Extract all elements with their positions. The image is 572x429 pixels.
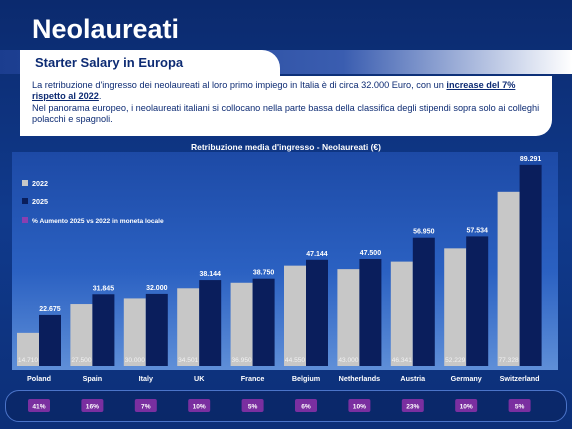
- intro-highlight: increase del 7% rispetto al 2022: [32, 80, 516, 102]
- tick-label-austria: Austria: [400, 374, 426, 383]
- bar-2025-uk: [199, 280, 222, 366]
- pct-box-austria: [401, 399, 424, 412]
- pct-box-poland: [28, 399, 50, 412]
- pct-box-germany: [455, 399, 478, 412]
- bar-2025-germany: [466, 236, 489, 366]
- label-2022-poland: 14.710: [18, 357, 39, 364]
- label-2025-spain: 31.845: [93, 285, 115, 292]
- pct-label-spain: 16%: [86, 404, 99, 411]
- chart-title: Retribuzione media d'ingresso - Neolaure…: [190, 142, 381, 152]
- bar-2025-spain: [92, 294, 115, 366]
- bar-2022-germany: [444, 248, 467, 366]
- bar-2025-switzerland: [519, 164, 542, 366]
- tick-label-switzerland: Switzerland: [500, 374, 540, 383]
- bar-2025-poland: [39, 314, 61, 366]
- bar-2022-belgium: [284, 265, 306, 366]
- label-2025-uk: 38.144: [199, 271, 221, 278]
- label-2025-germany: 57.534: [466, 227, 488, 234]
- label-2022-france: 36.950: [232, 357, 253, 364]
- pct-box-switzerland: [508, 399, 531, 412]
- label-2022-germany: 52.229: [445, 357, 466, 364]
- tick-label-spain: Spain: [83, 374, 103, 383]
- label-2025-italy: 32.000: [146, 285, 168, 292]
- pct-box-uk: [188, 399, 211, 412]
- bar-2022-france: [230, 282, 253, 366]
- label-2022-austria: 46.341: [392, 357, 413, 364]
- intro-paragraph-2: Nel panorama europeo, i neolaureati ital…: [32, 102, 540, 125]
- pct-label-italy: 7%: [141, 404, 151, 411]
- tick-label-uk: UK: [194, 374, 205, 383]
- bar-2022-austria: [390, 261, 413, 366]
- tick-label-italy: Italy: [139, 374, 153, 383]
- pct-label-switzerland: 5%: [515, 404, 525, 411]
- subtitle-panel: [20, 50, 280, 76]
- pct-box-italy: [134, 399, 157, 412]
- pct-box-belgium: [295, 399, 317, 412]
- pct-label-france: 5%: [248, 404, 258, 411]
- label-2025-poland: 22.675: [39, 306, 61, 313]
- pct-box-spain: [81, 399, 104, 412]
- tick-label-france: France: [241, 374, 265, 383]
- bar-2025-netherlands: [359, 259, 382, 366]
- bar-2022-spain: [70, 304, 93, 366]
- intro-text-box: La retribuzione d'ingresso dei neolaurea…: [20, 76, 552, 136]
- slide-subtitle: Starter Salary in Europa: [35, 55, 184, 70]
- bar-2022-poland: [17, 332, 39, 366]
- bar-2022-switzerland: [497, 191, 520, 366]
- pct-label-netherlands: 10%: [353, 404, 366, 411]
- pct-label-poland: 41%: [32, 404, 45, 411]
- label-2025-france: 38.750: [253, 270, 275, 277]
- tick-label-belgium: Belgium: [292, 374, 320, 383]
- label-2025-switzerland: 89.291: [520, 156, 542, 163]
- tick-label-germany: Germany: [451, 374, 482, 383]
- pct-box-netherlands: [348, 399, 371, 412]
- legend-swatch-pct: [22, 217, 28, 223]
- label-2022-spain: 27.500: [71, 357, 92, 364]
- bar-2025-belgium: [306, 259, 328, 366]
- tick-label-poland: Poland: [27, 374, 51, 383]
- bar-2022-italy: [123, 298, 146, 366]
- label-2022-italy: 30.000: [125, 357, 146, 364]
- label-2025-austria: 56.950: [413, 229, 435, 236]
- legend-swatch-2025: [22, 198, 28, 204]
- label-2022-belgium: 44.550: [285, 357, 306, 364]
- label-2022-switzerland: 77.328: [499, 357, 520, 364]
- label-2022-uk: 34.501: [178, 357, 199, 364]
- bar-2025-france: [252, 278, 275, 366]
- bar-2025-italy: [145, 293, 168, 366]
- intro-paragraph-1-start: La retribuzione d'ingresso dei neolaurea…: [32, 80, 447, 90]
- label-2022-netherlands: 43.000: [338, 357, 359, 364]
- label-2025-belgium: 47.144: [306, 251, 328, 258]
- intro-paragraph-1-end: .: [98, 91, 102, 102]
- label-2025-netherlands: 47.500: [360, 250, 382, 257]
- bar-2025-austria: [412, 237, 435, 366]
- legend-swatch-2022: [22, 180, 28, 186]
- legend-label-2022: 2022: [32, 179, 48, 188]
- pct-label-austria: 23%: [406, 404, 419, 411]
- pct-label-belgium: 6%: [301, 404, 311, 411]
- legend-label-pct: % Aumento 2025 vs 2022 in moneta locale: [32, 218, 164, 225]
- pct-label-germany: 10%: [460, 404, 473, 411]
- pct-label-uk: 10%: [193, 404, 206, 411]
- tick-label-netherlands: Netherlands: [339, 374, 381, 383]
- legend-label-2025: 2025: [32, 197, 48, 206]
- pct-box-france: [241, 399, 264, 412]
- slide-title: Neolaureati: [32, 14, 180, 44]
- bar-2022-netherlands: [337, 269, 360, 366]
- bar-2022-uk: [177, 288, 200, 366]
